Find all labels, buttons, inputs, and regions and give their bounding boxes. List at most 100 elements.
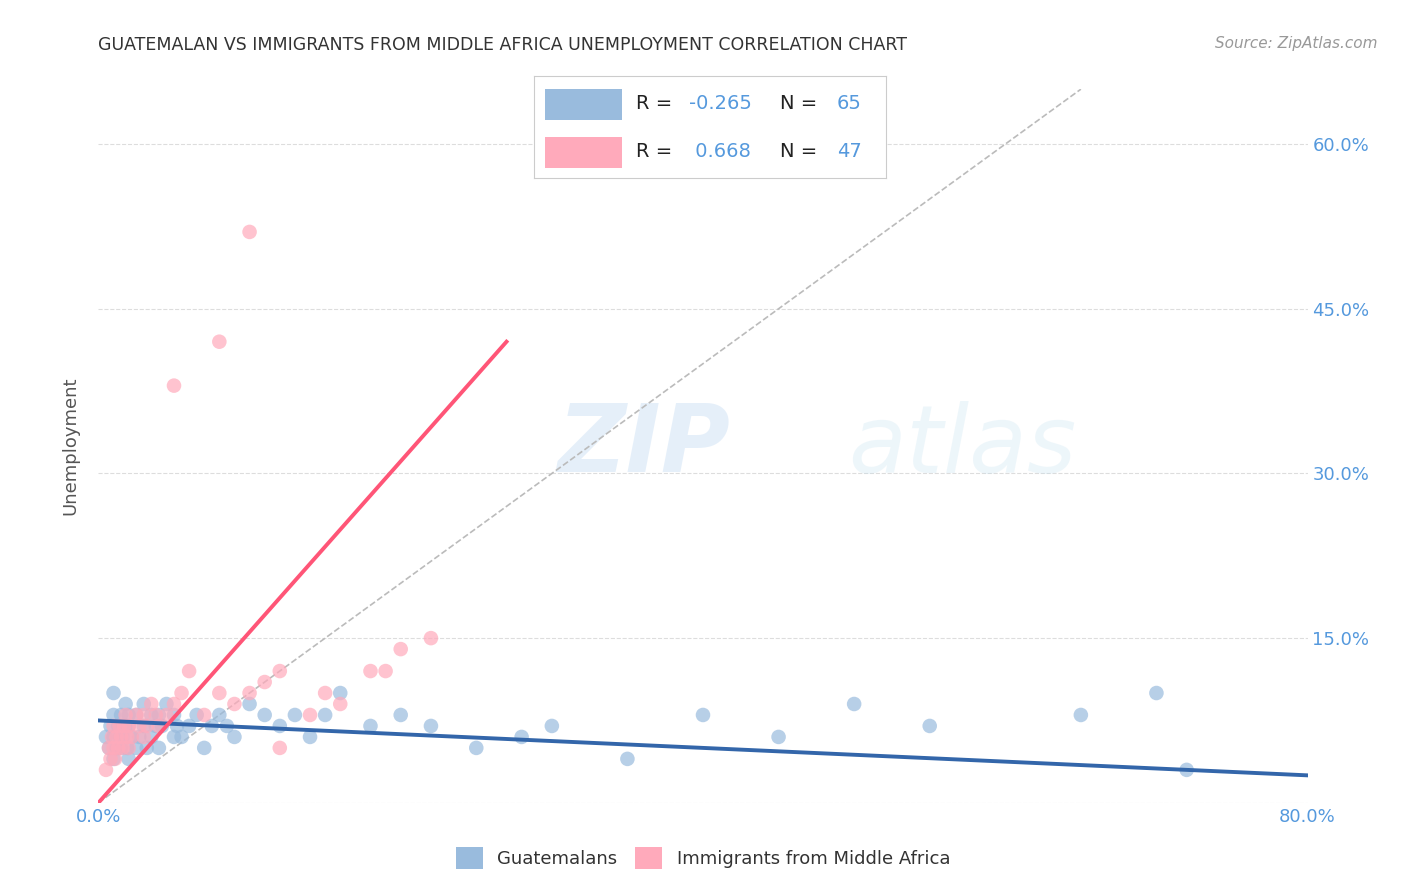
Point (360, 664, 382, 678)
Point (389, 708, 412, 723)
Point (104, 752, 127, 766)
Text: 47: 47 (837, 142, 862, 161)
Point (844, 697, 866, 711)
Point (103, 708, 125, 723)
Point (121, 730, 143, 744)
Point (179, 664, 201, 678)
Point (329, 686, 352, 700)
Point (110, 730, 132, 744)
Point (98, 740, 121, 755)
Text: -0.265: -0.265 (689, 94, 752, 113)
Point (163, 708, 186, 723)
Text: 0.668: 0.668 (689, 142, 751, 161)
Point (94, 763, 117, 777)
Point (239, 697, 262, 711)
Point (155, 708, 177, 723)
Point (145, 719, 167, 733)
Legend: Guatemalans, Immigrants from Middle Africa: Guatemalans, Immigrants from Middle Afri… (449, 839, 957, 876)
Point (100, 719, 122, 733)
Point (114, 697, 136, 711)
Point (107, 740, 129, 755)
Point (98, 740, 121, 755)
Point (374, 664, 396, 678)
Point (111, 730, 134, 744)
Point (112, 719, 135, 733)
Point (269, 664, 291, 678)
Text: 65: 65 (837, 94, 862, 113)
Point (692, 708, 714, 723)
Point (163, 730, 186, 744)
Text: N =: N = (780, 94, 824, 113)
Text: N =: N = (780, 142, 824, 161)
Point (132, 708, 155, 723)
Point (193, 708, 215, 723)
Point (208, 686, 231, 700)
Point (616, 752, 638, 766)
Point (201, 719, 224, 733)
Point (148, 719, 170, 733)
Point (128, 730, 150, 744)
Point (1175, 763, 1198, 777)
Point (269, 740, 291, 755)
Point (155, 697, 177, 711)
Point (94, 730, 117, 744)
Point (1144, 686, 1167, 700)
Point (465, 740, 488, 755)
Point (215, 719, 238, 733)
Point (105, 740, 128, 755)
Point (121, 730, 143, 744)
Point (224, 730, 246, 744)
Point (115, 730, 138, 744)
Point (103, 719, 125, 733)
FancyBboxPatch shape (544, 137, 621, 168)
Point (360, 719, 382, 733)
Point (103, 686, 125, 700)
Point (141, 708, 163, 723)
Point (132, 730, 155, 744)
Point (148, 708, 170, 723)
Point (314, 708, 336, 723)
Point (108, 730, 131, 744)
Point (103, 740, 125, 755)
Text: GUATEMALAN VS IMMIGRANTS FROM MIDDLE AFRICA UNEMPLOYMENT CORRELATION CHART: GUATEMALAN VS IMMIGRANTS FROM MIDDLE AFR… (98, 36, 907, 54)
Point (239, 686, 262, 700)
Point (110, 708, 132, 723)
Point (118, 708, 141, 723)
Text: Source: ZipAtlas.com: Source: ZipAtlas.com (1215, 36, 1378, 51)
Point (115, 740, 138, 755)
Point (125, 708, 148, 723)
Point (105, 730, 128, 744)
Point (110, 740, 132, 755)
Point (141, 697, 163, 711)
Point (170, 730, 193, 744)
Point (101, 730, 124, 744)
Point (114, 708, 136, 723)
Point (135, 719, 157, 733)
Point (253, 708, 276, 723)
Point (510, 730, 533, 744)
Point (768, 730, 790, 744)
Point (179, 719, 201, 733)
Point (299, 730, 322, 744)
Point (420, 719, 443, 733)
Point (163, 378, 186, 392)
Point (208, 708, 231, 723)
Point (329, 697, 352, 711)
Point (150, 719, 173, 733)
Point (284, 708, 307, 723)
Point (118, 752, 141, 766)
Point (107, 719, 129, 733)
Point (166, 719, 188, 733)
Point (118, 719, 141, 733)
Point (103, 730, 125, 744)
Point (163, 697, 186, 711)
Point (125, 708, 148, 723)
Point (193, 740, 215, 755)
Point (132, 719, 155, 733)
Point (269, 719, 291, 733)
Point (135, 740, 157, 755)
Point (918, 719, 941, 733)
Y-axis label: Unemployment: Unemployment (62, 376, 80, 516)
Point (314, 686, 336, 700)
Point (1070, 708, 1092, 723)
